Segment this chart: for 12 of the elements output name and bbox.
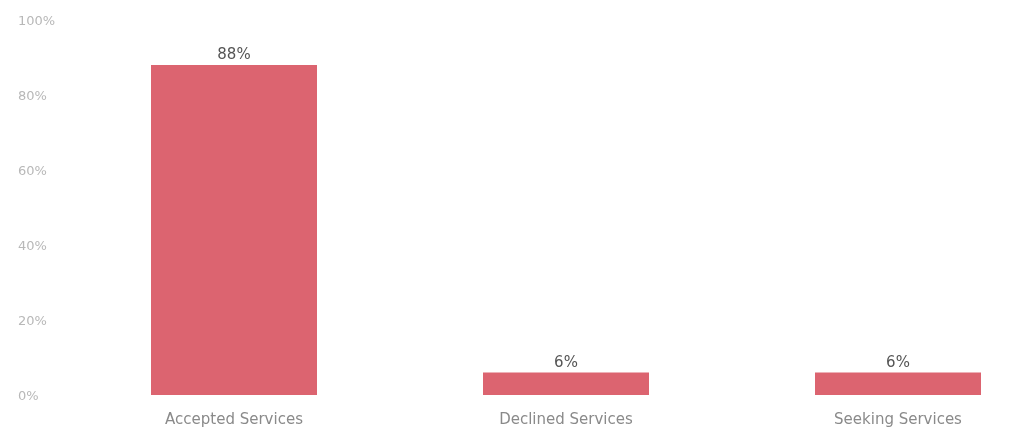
data-label: 6% — [554, 352, 578, 371]
y-tick-label: 40% — [18, 237, 47, 253]
data-label: 88% — [217, 45, 251, 63]
y-tick-label: 60% — [18, 162, 47, 178]
x-tick-label: Accepted Services — [165, 410, 304, 428]
y-tick-label: 0% — [18, 387, 39, 403]
y-tick-label: 20% — [18, 312, 47, 328]
x-tick-label: Declined Services — [499, 410, 633, 428]
y-tick-label: 80% — [18, 87, 47, 103]
y-tick-label: 100% — [18, 12, 56, 28]
data-label: 6% — [886, 352, 910, 371]
x-tick-label: Seeking Services — [834, 410, 963, 428]
